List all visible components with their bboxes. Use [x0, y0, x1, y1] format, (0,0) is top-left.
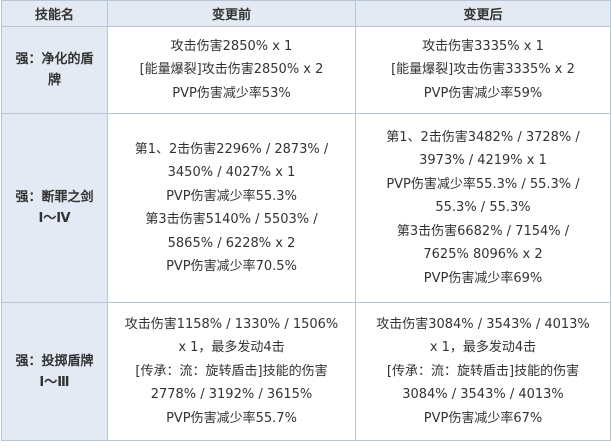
after-cell: 攻击伤害3084% / 3543% / 4013% x 1，最多发动4击 [传承…: [355, 302, 611, 441]
before-line: 攻击伤害1158% / 1330% / 1506%: [124, 316, 339, 332]
table-row: 强：投掷盾牌 Ⅰ～Ⅲ 攻击伤害1158% / 1330% / 1506% x 1…: [1, 302, 611, 441]
after-line: PVP伤害减少率67%: [423, 410, 543, 426]
before-line: 第3击伤害5140% / 5503% /: [145, 212, 318, 227]
before-line: [传承：流：旋转盾击]技能的伤害: [135, 363, 328, 379]
skill-name-line: 强：断罪之剑: [15, 190, 94, 205]
before-line: [能量爆裂]攻击伤害2850% x 2: [139, 62, 324, 78]
after-cell: 第1、2击伤害3482% / 3728% / 3973% / 4219% x 1…: [355, 113, 611, 303]
skill-name-line: 牌: [47, 73, 61, 88]
after-line: [传承：流：旋转盾击]技能的伤害: [386, 363, 580, 379]
before-line: PVP伤害减少率70.5%: [166, 259, 297, 274]
skill-name-cell: 强：投掷盾牌 Ⅰ～Ⅲ: [1, 302, 108, 441]
header-before: 变更前: [107, 0, 356, 27]
after-line: 第1、2击伤害3482% / 3728% /: [386, 129, 580, 145]
skill-name-line: Ⅰ～Ⅳ: [38, 211, 71, 226]
before-cell: 攻击伤害2850% x 1 [能量爆裂]攻击伤害2850% x 2 PVP伤害减…: [107, 26, 356, 114]
after-line: 攻击伤害3084% / 3543% / 4013%: [376, 316, 590, 332]
skill-name-cell: 强：净化的盾 牌: [1, 26, 108, 114]
before-line: PVP伤害减少率55.7%: [166, 410, 297, 426]
before-line: PVP伤害减少率53%: [172, 85, 291, 101]
after-line: 3084% / 3543% / 4013%: [402, 387, 564, 403]
after-line: [能量爆裂]攻击伤害3335% x 2: [391, 62, 575, 78]
skill-name-cell: 强：断罪之剑 Ⅰ～Ⅳ: [1, 113, 108, 303]
after-line: 55.3% / 55.3%: [435, 200, 531, 216]
after-line: PVP伤害减少率69%: [423, 270, 543, 286]
after-line: 7625% 8096% x 2: [423, 247, 543, 263]
table-row: 强：净化的盾 牌 攻击伤害2850% x 1 [能量爆裂]攻击伤害2850% x…: [1, 26, 611, 114]
before-line: 攻击伤害2850% x 1: [170, 38, 293, 54]
after-line: x 1，最多发动4击: [429, 340, 537, 356]
after-cell: 攻击伤害3335% x 1 [能量爆裂]攻击伤害3335% x 2 PVP伤害减…: [355, 26, 611, 114]
after-line: 第3击伤害6682% / 7154% /: [396, 223, 570, 239]
header-row: 技能名 变更前 变更后: [1, 0, 611, 27]
before-line: 2778% / 3192% / 3615%: [150, 387, 313, 403]
before-line: PVP伤害减少率55.3%: [166, 188, 297, 204]
before-cell: 攻击伤害1158% / 1330% / 1506% x 1，最多发动4击 [传承…: [107, 302, 356, 441]
before-cell: 第1、2击伤害2296% / 2873% / 3450% / 4027% x 1…: [107, 113, 356, 303]
header-after: 变更后: [355, 0, 611, 27]
after-line: 攻击伤害3335% x 1: [422, 38, 544, 54]
after-line: 3973% / 4219% x 1: [419, 153, 547, 169]
before-line: x 1，最多发动4击: [178, 340, 285, 356]
header-skill-name: 技能名: [1, 0, 108, 27]
before-line: 第1、2击伤害2296% / 2873% /: [134, 141, 329, 157]
after-line: PVP伤害减少率55.3% / 55.3% /: [386, 176, 580, 192]
skill-name-line: 强：净化的盾: [15, 52, 94, 67]
before-line: 5865% / 6228% x 2: [167, 235, 296, 251]
before-line: 3450% / 4027% x 1: [167, 165, 296, 180]
table-row: 强：断罪之剑 Ⅰ～Ⅳ 第1、2击伤害2296% / 2873% / 3450% …: [1, 113, 611, 303]
skill-name-line: Ⅰ～Ⅲ: [39, 374, 70, 390]
after-line: PVP伤害减少率59%: [423, 85, 543, 101]
skill-name-line: 强：投掷盾牌: [15, 353, 94, 369]
